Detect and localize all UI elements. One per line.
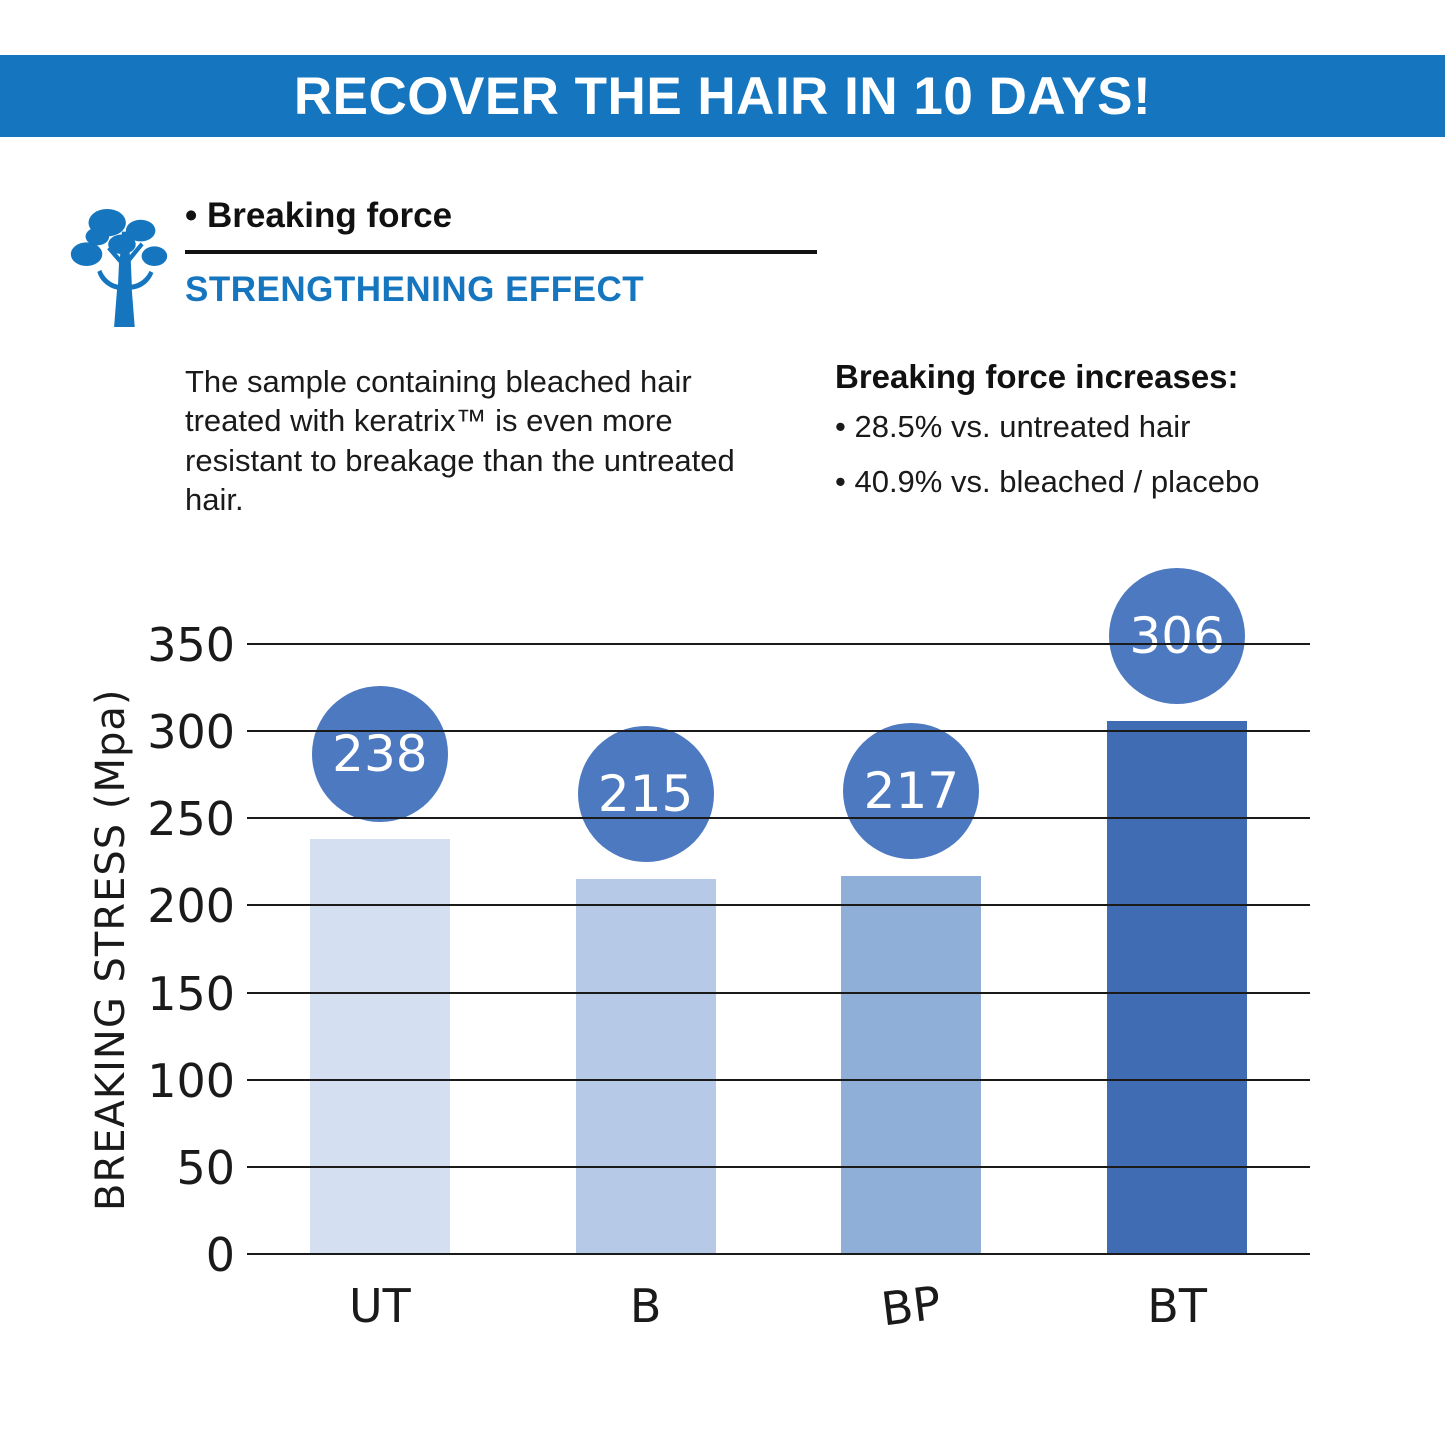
increases-block: Breaking force increases: • 28.5% vs. un… <box>835 358 1410 505</box>
tree-icon-svg <box>70 208 168 327</box>
plot-area: 238 UT 215 B 217 BP 306 BT <box>247 567 1310 1336</box>
gridline <box>247 991 1310 994</box>
page-title: RECOVER THE HAIR IN 10 DAYS! <box>293 66 1152 126</box>
section-headings: • Breaking force STRENGTHENING EFFECT <box>185 196 817 310</box>
x-axis-label: BP <box>878 1275 945 1337</box>
header-banner: RECOVER THE HAIR IN 10 DAYS! <box>0 55 1445 137</box>
increases-heading: Breaking force increases: <box>835 358 1239 395</box>
y-tick-label: 200 <box>147 879 235 934</box>
increase-bullet-bleached: • 40.9% vs. bleached / placebo <box>835 463 1260 499</box>
gridline <box>247 1165 1310 1168</box>
gridline <box>247 730 1310 733</box>
bar-chart: BREAKING STRESS (Mpa) 0 50 100 150 200 250 300… <box>0 567 1445 1336</box>
y-axis-ticks: 0 50 100 150 200 250 300 350 <box>130 618 235 1282</box>
bar <box>841 875 982 1254</box>
increase-bullet-untreated: • 28.5% vs. untreated hair <box>835 409 1191 444</box>
bar <box>575 879 716 1254</box>
bar <box>1107 720 1248 1254</box>
y-tick-label: 350 <box>147 618 235 672</box>
gridline <box>247 1078 1310 1081</box>
gridline <box>247 1253 1310 1255</box>
y-tick-label: 300 <box>147 705 235 760</box>
gridline <box>247 643 1310 645</box>
value-label-circle: 238 <box>311 686 448 823</box>
gridline <box>247 817 1310 820</box>
y-tick-label: 100 <box>147 1053 235 1108</box>
y-tick-label: 250 <box>147 792 235 847</box>
bar-column: 306 BT <box>1044 567 1310 1333</box>
y-axis-title: BREAKING STRESS (Mpa) <box>88 688 134 1212</box>
y-tick-label: 50 <box>176 1140 235 1195</box>
gridline <box>247 904 1310 907</box>
tree-icon <box>60 200 178 330</box>
y-tick-label: 0 <box>205 1228 235 1282</box>
heading-divider <box>185 250 817 254</box>
x-axis-label: BT <box>1147 1279 1207 1333</box>
value-label-circle: 215 <box>577 726 714 863</box>
bar-column: 238 UT <box>247 645 513 1333</box>
bar-column: 215 B <box>513 645 779 1333</box>
value-label-circle: 306 <box>1109 567 1246 704</box>
bar-columns: 238 UT 215 B 217 BP 306 BT <box>247 567 1310 1336</box>
value-label-circle: 217 <box>843 722 980 859</box>
x-axis-label: B <box>629 1279 662 1333</box>
strengthening-effect-heading: STRENGTHENING EFFECT <box>185 270 645 309</box>
x-axis-label: UT <box>348 1279 411 1333</box>
description-paragraph: The sample containing bleached hair trea… <box>185 364 735 518</box>
bar <box>309 839 450 1254</box>
y-tick-label: 150 <box>147 966 235 1021</box>
breaking-force-heading: • Breaking force <box>185 196 453 235</box>
bar-column: 217 BP <box>779 645 1045 1336</box>
